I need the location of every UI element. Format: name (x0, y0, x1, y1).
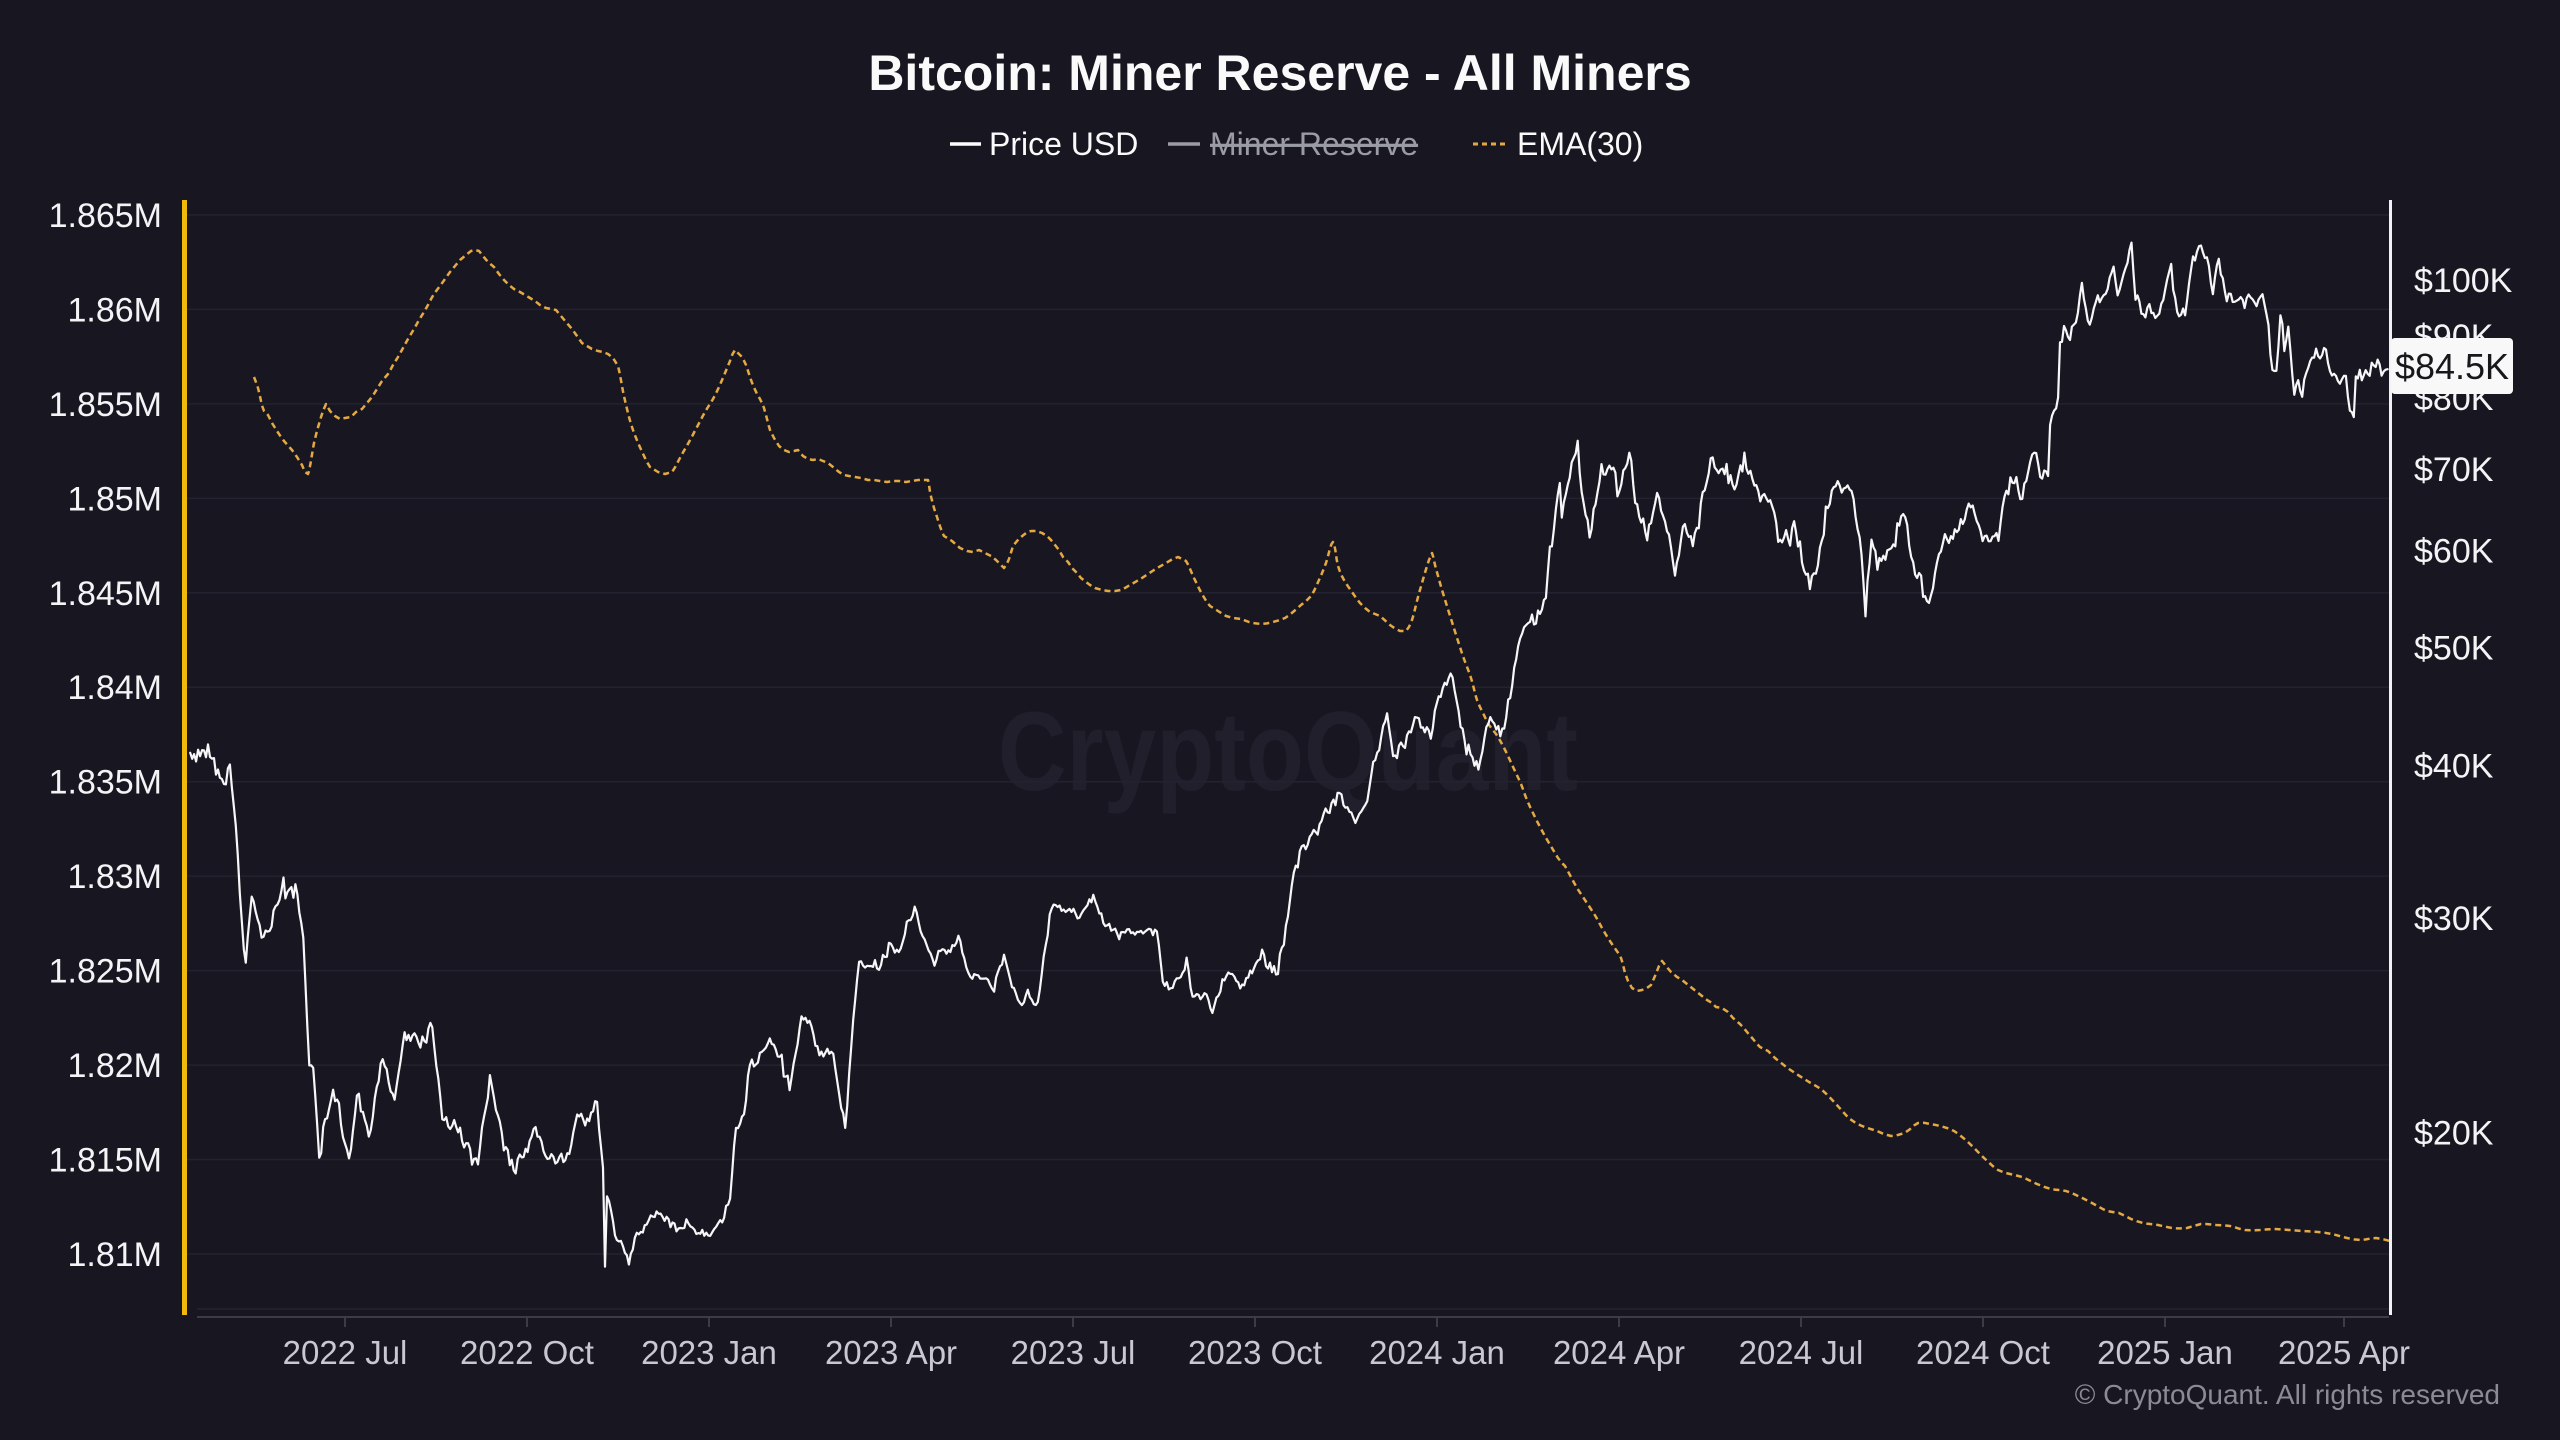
svg-text:2023 Apr: 2023 Apr (825, 1334, 957, 1371)
svg-text:2022 Jul: 2022 Jul (283, 1334, 408, 1371)
svg-text:1.85M: 1.85M (68, 480, 163, 518)
svg-text:$100K: $100K (2414, 262, 2513, 300)
svg-text:1.86M: 1.86M (68, 291, 163, 329)
svg-text:1.82M: 1.82M (68, 1047, 163, 1085)
svg-text:$30K: $30K (2414, 900, 2494, 938)
svg-text:Miner Reserve: Miner Reserve (1210, 126, 1418, 162)
svg-text:EMA(30): EMA(30) (1517, 126, 1643, 162)
svg-text:1.845M: 1.845M (49, 575, 162, 613)
svg-text:CryptoQuant: CryptoQuant (998, 689, 1578, 814)
svg-text:1.835M: 1.835M (49, 764, 162, 802)
svg-text:2024 Oct: 2024 Oct (1916, 1334, 2050, 1371)
svg-text:$60K: $60K (2414, 533, 2494, 571)
svg-text:1.825M: 1.825M (49, 953, 162, 991)
svg-text:$84.5K: $84.5K (2395, 346, 2509, 387)
svg-text:1.84M: 1.84M (68, 669, 163, 707)
svg-text:1.865M: 1.865M (49, 197, 162, 235)
svg-text:Price USD: Price USD (989, 126, 1138, 162)
svg-text:Bitcoin: Miner Reserve - All M: Bitcoin: Miner Reserve - All Miners (868, 45, 1691, 101)
svg-text:1.83M: 1.83M (68, 858, 163, 896)
svg-text:1.81M: 1.81M (68, 1236, 163, 1274)
svg-text:2023 Jul: 2023 Jul (1011, 1334, 1136, 1371)
svg-text:© CryptoQuant. All rights rese: © CryptoQuant. All rights reserved (2075, 1379, 2500, 1410)
svg-text:$70K: $70K (2414, 451, 2494, 489)
svg-text:$20K: $20K (2414, 1115, 2494, 1153)
svg-text:1.815M: 1.815M (49, 1142, 162, 1180)
svg-text:$50K: $50K (2414, 629, 2494, 667)
svg-text:2022 Oct: 2022 Oct (460, 1334, 594, 1371)
svg-text:$40K: $40K (2414, 748, 2494, 786)
svg-text:2025 Jan: 2025 Jan (2097, 1334, 2233, 1371)
svg-text:2025 Apr: 2025 Apr (2278, 1334, 2410, 1371)
svg-text:2023 Oct: 2023 Oct (1188, 1334, 1322, 1371)
svg-text:2024 Apr: 2024 Apr (1553, 1334, 1685, 1371)
svg-text:2023 Jan: 2023 Jan (641, 1334, 777, 1371)
svg-text:1.855M: 1.855M (49, 386, 162, 424)
svg-text:2024 Jan: 2024 Jan (1369, 1334, 1505, 1371)
svg-text:2024 Jul: 2024 Jul (1739, 1334, 1864, 1371)
